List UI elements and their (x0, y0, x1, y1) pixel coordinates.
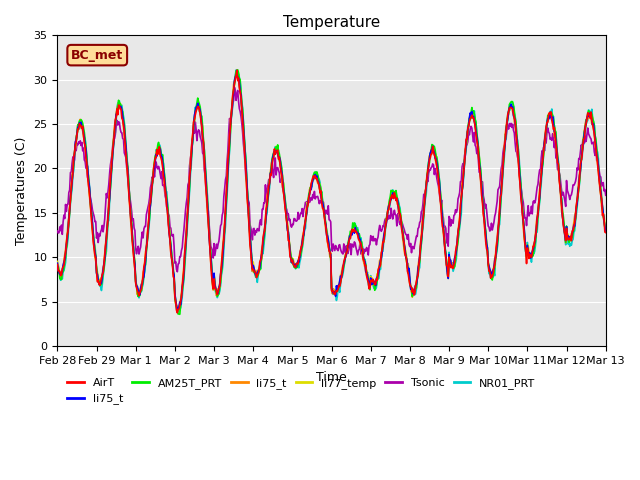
Text: BC_met: BC_met (71, 48, 124, 61)
Title: Temperature: Temperature (283, 15, 380, 30)
Y-axis label: Temperatures (C): Temperatures (C) (15, 136, 28, 245)
X-axis label: Time: Time (316, 372, 347, 384)
Legend: AirT, li75_t, AM25T_PRT, li75_t, li77_temp, Tsonic, NR01_PRT: AirT, li75_t, AM25T_PRT, li75_t, li77_te… (63, 373, 540, 409)
